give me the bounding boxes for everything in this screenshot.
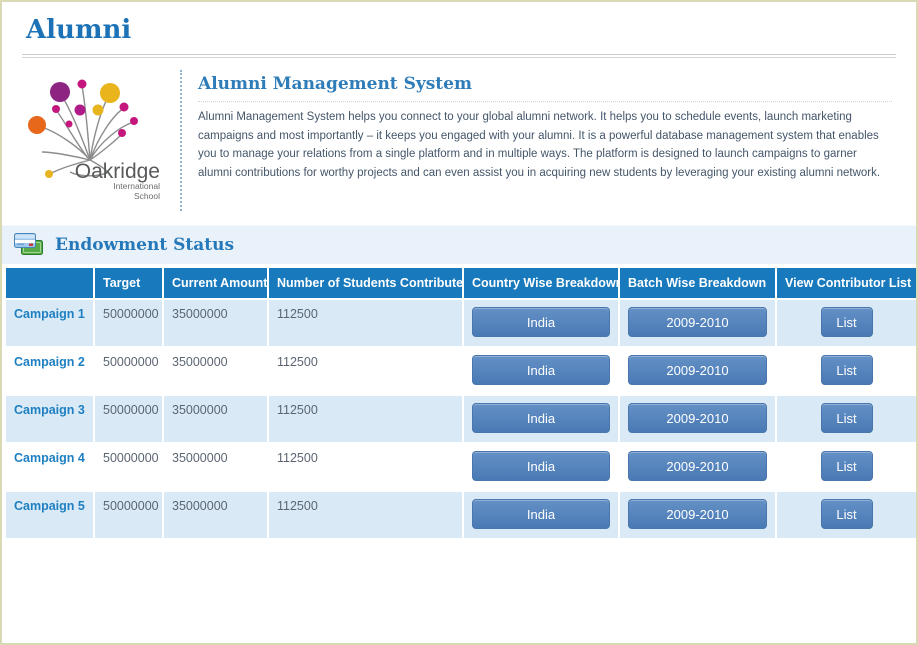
campaign-link[interactable]: Campaign 4	[14, 451, 85, 465]
campaign-link[interactable]: Campaign 1	[14, 307, 85, 321]
campaign-link[interactable]: Campaign 2	[14, 355, 85, 369]
logo-name: Oakridge	[75, 160, 160, 183]
students-contributed-value: 112500	[269, 300, 462, 346]
school-logo: Oakridge International School	[12, 66, 180, 213]
target-value: 50000000	[95, 348, 162, 394]
col-header-campaign	[6, 268, 93, 298]
col-header-current-amount: Current Amount	[164, 268, 267, 298]
students-contributed-value: 112500	[269, 492, 462, 538]
table-row: Campaign 1 50000000 35000000 112500 Indi…	[6, 300, 916, 346]
country-breakdown-button[interactable]: India	[472, 451, 610, 481]
country-breakdown-button[interactable]: India	[472, 403, 610, 433]
endowment-table: Target Current Amount Number of Students…	[4, 266, 916, 540]
endowment-section-bar: Endowment Status	[2, 225, 916, 265]
contributor-list-button[interactable]: List	[820, 403, 873, 433]
intro-description: Alumni Management System helps you conne…	[198, 111, 881, 179]
logo-dot	[50, 82, 70, 102]
country-breakdown-button[interactable]: India	[472, 499, 610, 529]
table-row: Campaign 4 50000000 35000000 112500 Indi…	[6, 444, 916, 490]
current-amount-value: 35000000	[164, 492, 267, 538]
page-title: Alumni	[26, 15, 132, 45]
students-contributed-value: 112500	[269, 348, 462, 394]
current-amount-value: 35000000	[164, 300, 267, 346]
oakridge-logo-icon: Oakridge International School	[28, 79, 160, 201]
target-value: 50000000	[95, 396, 162, 442]
header-divider	[22, 54, 896, 58]
intro-section: Oakridge International School Alumni Man…	[12, 66, 906, 213]
current-amount-value: 35000000	[164, 444, 267, 490]
col-header-target: Target	[95, 268, 162, 298]
table-row: Campaign 5 50000000 35000000 112500 Indi…	[6, 492, 916, 538]
current-amount-value: 35000000	[164, 348, 267, 394]
current-amount-value: 35000000	[164, 396, 267, 442]
col-header-batch-breakdown: Batch Wise Breakdown	[620, 268, 775, 298]
contributor-list-button[interactable]: List	[820, 307, 873, 337]
students-contributed-value: 112500	[269, 396, 462, 442]
target-value: 50000000	[95, 444, 162, 490]
col-header-view-contributor-list: View Contributor List	[777, 268, 916, 298]
target-value: 50000000	[95, 300, 162, 346]
col-header-country-breakdown: Country Wise Breakdown	[464, 268, 618, 298]
batch-breakdown-button[interactable]: 2009-2010	[628, 307, 767, 337]
contributor-list-button[interactable]: List	[820, 355, 873, 385]
table-header-row: Target Current Amount Number of Students…	[6, 268, 916, 298]
endowment-heading: Endowment Status	[55, 235, 235, 255]
intro-content: Alumni Management System Alumni Manageme…	[182, 66, 906, 213]
table-row: Campaign 2 50000000 35000000 112500 Indi…	[6, 348, 916, 394]
batch-breakdown-button[interactable]: 2009-2010	[628, 499, 767, 529]
batch-breakdown-button[interactable]: 2009-2010	[628, 403, 767, 433]
target-value: 50000000	[95, 492, 162, 538]
table-row: Campaign 3 50000000 35000000 112500 Indi…	[6, 396, 916, 442]
batch-breakdown-button[interactable]: 2009-2010	[628, 451, 767, 481]
campaign-link[interactable]: Campaign 3	[14, 403, 85, 417]
students-contributed-value: 112500	[269, 444, 462, 490]
logo-subline2: School	[134, 191, 160, 201]
contributor-list-button[interactable]: List	[820, 451, 873, 481]
vertical-dotted-divider	[180, 70, 182, 211]
batch-breakdown-button[interactable]: 2009-2010	[628, 355, 767, 385]
logo-subline1: International	[113, 181, 160, 191]
contributor-list-button[interactable]: List	[820, 499, 873, 529]
credit-cards-icon	[14, 233, 43, 255]
intro-heading: Alumni Management System	[198, 74, 892, 102]
country-breakdown-button[interactable]: India	[472, 307, 610, 337]
campaign-link[interactable]: Campaign 5	[14, 499, 85, 513]
col-header-students-contributed: Number of Students Contributed	[269, 268, 462, 298]
country-breakdown-button[interactable]: India	[472, 355, 610, 385]
page-header: Alumni	[2, 2, 916, 58]
